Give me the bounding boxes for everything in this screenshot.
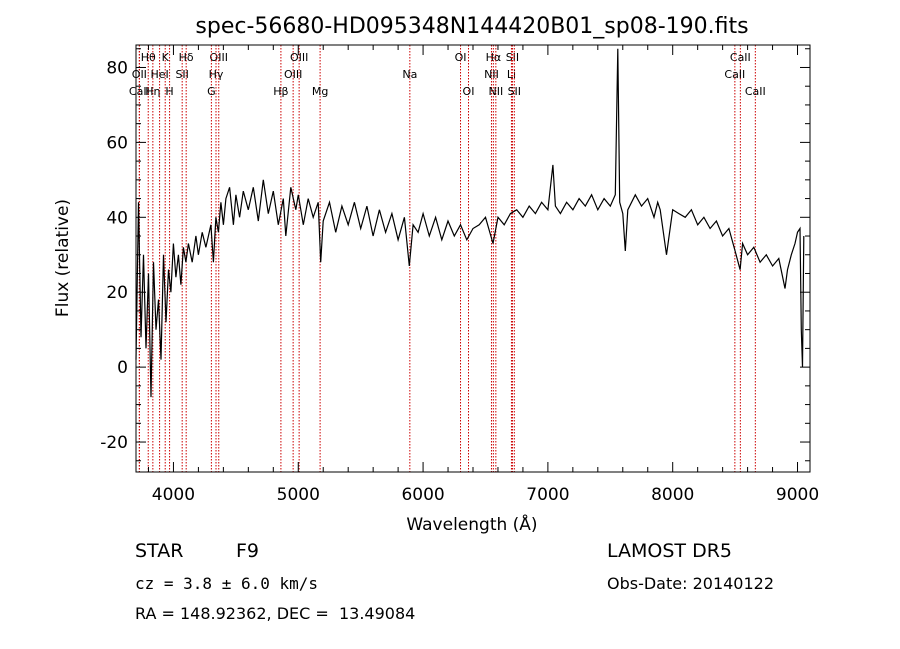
marker-label: OIII [290,51,308,64]
x-axis-label: Wavelength (Å) [406,513,537,535]
y-tick-label: 80 [106,58,128,78]
y-tick-label: -20 [100,433,128,453]
axes: 4000 5000 6000 7000 8000 9000 -20 0 20 40 60 80 [100,44,819,505]
object-class: STAR [135,540,184,562]
marker-label: Hα [486,51,502,64]
marker-label: Li [507,68,516,81]
marker-label: CaII [730,51,751,64]
spectrum-line [135,48,805,398]
marker-label: OIII [210,51,228,64]
spectrum-series [135,48,805,398]
x-tick-label: 4000 [152,485,195,505]
marker-label: Hγ [209,68,224,81]
marker-label: CaII [745,85,766,98]
redshift-line: cz = 3.8 ± 6.0 km/s [135,574,319,593]
x-tick-label: 9000 [776,485,819,505]
marker-label: Hθ [141,51,156,64]
marker-label: OII [132,68,147,81]
x-tick-label: 6000 [401,485,444,505]
marker-label: K [162,51,170,64]
marker-label: SII [506,51,519,64]
x-tick-label: 7000 [526,485,569,505]
chart-title: spec-56680-HD095348N144420B01_sp08-190.f… [195,14,748,39]
marker-label: Hβ [273,85,288,98]
radec-line: RA = 148.92362, DEC = 13.49084 [135,604,416,623]
marker-label: Mg [312,85,328,98]
y-axis-label: Flux (relative) [53,199,73,317]
marker-label: OIII [284,68,302,81]
y-tick-label: 0 [117,358,128,378]
marker-label: OI [455,51,467,64]
marker-label: Hδ [179,51,194,64]
x-tick-label: 8000 [651,485,694,505]
y-tick-label: 20 [106,283,128,303]
marker-label: G [207,85,216,98]
obs-date: Obs-Date: 20140122 [607,574,775,593]
marker-label: H [165,85,173,98]
object-subclass: F9 [236,540,260,562]
marker-label: SII [508,85,521,98]
marker-label: Hη [145,85,160,98]
y-tick-label: 60 [106,133,128,153]
marker-label: HeI [150,68,168,81]
marker-label: CaII [724,68,745,81]
plot-frame [135,44,811,473]
survey-label: LAMOST DR5 [607,540,732,562]
y-tick-label: 40 [106,208,128,228]
marker-label: Na [402,68,417,81]
marker-label: OI [463,85,475,98]
x-tick-label: 5000 [277,485,320,505]
marker-label: SII [175,68,188,81]
marker-label: NII [488,85,503,98]
marker-label: NII [484,68,499,81]
